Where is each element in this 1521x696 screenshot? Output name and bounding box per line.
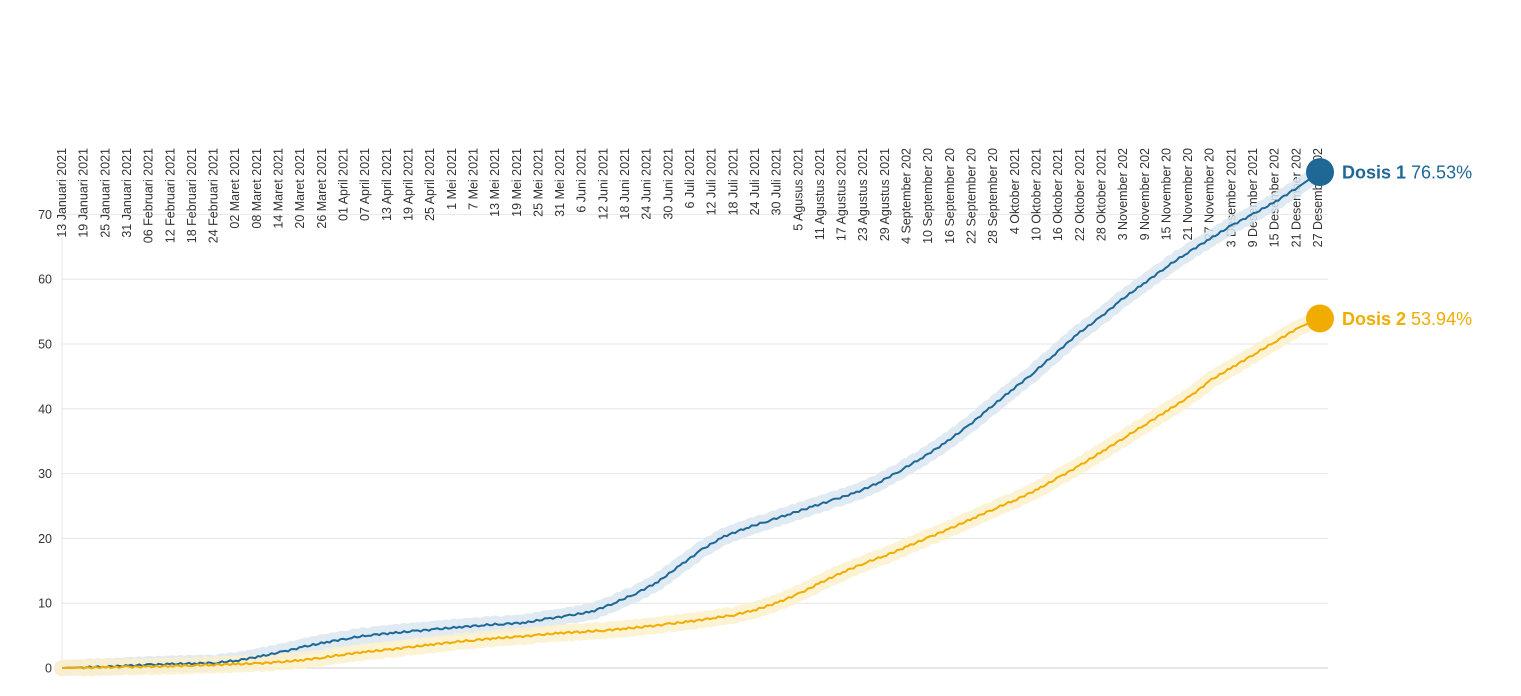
x-tick-label: 13 April 2021 [380,148,394,221]
x-tick-label: 22 September 20 [965,148,979,244]
x-tick-label: 30 Juli 2021 [770,148,784,215]
x-tick-label: 4 Oktober 2021 [1008,148,1022,234]
y-tick-label: 70 [38,208,52,222]
x-tick-label: 27 November 20 [1203,148,1217,240]
x-tick-label: 3 November 202 [1116,148,1130,240]
x-tick-label: 18 Februari 2021 [185,148,199,243]
x-tick-label: 22 Oktober 2021 [1073,148,1087,241]
x-tick-label: 07 April 2021 [358,148,372,221]
y-tick-label: 60 [38,273,52,287]
series-line-2 [62,317,1321,670]
series-end-value: 53.94% [1411,309,1472,329]
x-tick-label: 6 Juli 2021 [683,148,697,209]
x-tick-label: 10 Oktober 2021 [1029,148,1043,241]
x-tick-label: 24 Juli 2021 [748,148,762,215]
x-tick-label: 15 November 20 [1159,148,1173,240]
series-name: Dosis 2 [1342,309,1406,329]
series-end-markers: Dosis 1 76.53% Dosis 2 53.94% [1306,158,1472,333]
x-axis-ticks: 13 Januari 2021 19 Januari 2021 25 Januari… [55,148,1325,247]
x-tick-label: 18 Juli 2021 [726,148,740,215]
x-tick-label: 13 Januari 2021 [55,148,69,238]
x-tick-label: 19 Mei 2021 [510,148,524,217]
y-axis-ticks: 0 10 20 30 40 50 60 70 [38,208,52,676]
y-tick-label: 20 [38,532,52,546]
x-tick-label: 30 Juni 2021 [661,148,675,220]
x-tick-label: 25 April 2021 [423,148,437,221]
x-tick-label: 23 Agustus 2021 [856,148,870,241]
x-tick-label: 28 September 20 [986,148,1000,244]
x-tick-label: 28 Oktober 2021 [1094,148,1108,241]
series-band-2 [54,310,1328,677]
x-tick-label: 26 Maret 2021 [315,148,329,229]
x-tick-label: 25 Januari 2021 [98,148,112,238]
x-tick-label: 10 September 20 [921,148,935,244]
series-lines [61,171,1321,670]
x-tick-label: 02 Maret 2021 [228,148,242,229]
x-tick-label: 11 Agustus 2021 [813,148,827,240]
y-tick-label: 10 [38,597,52,611]
x-tick-label: 31 Januari 2021 [120,148,134,238]
x-tick-label: 1 Mei 2021 [445,148,459,210]
series-band-1 [54,164,1328,677]
x-tick-label: 19 April 2021 [401,148,415,221]
x-tick-label: 12 Juli 2021 [705,148,719,215]
x-tick-label: 24 Februari 2021 [207,148,221,243]
x-tick-label: 5 Agusus 2021 [791,148,805,231]
y-tick-label: 30 [38,467,52,481]
x-tick-label: 12 Juni 2021 [596,148,610,220]
x-tick-label: 24 Juni 2021 [640,148,654,220]
x-tick-label: 21 November 20 [1181,148,1195,240]
x-tick-label: 19 Januari 2021 [77,148,91,238]
y-gridlines [61,165,1328,669]
x-tick-label: 01 April 2021 [337,148,351,221]
y-tick-label: 0 [45,662,52,676]
series-end-label-1: Dosis 1 76.53% [1342,163,1472,183]
x-tick-label: 14 Maret 2021 [272,148,286,229]
series-end-marker-1 [1306,158,1334,187]
series-end-label-2: Dosis 2 53.94% [1342,309,1472,329]
y-tick-label: 40 [38,402,52,416]
series-end-marker-2 [1306,304,1334,333]
x-tick-label: 16 Oktober 2021 [1051,148,1065,241]
x-tick-label: 29 Agustus 2021 [878,148,892,241]
x-tick-label: 7 Mei 2021 [466,148,480,210]
series-name: Dosis 1 [1342,163,1406,183]
x-tick-label: 06 Februari 2021 [142,148,156,243]
x-tick-label: 12 Februari 2021 [163,148,177,243]
x-tick-label: 9 November 202 [1138,148,1152,240]
y-tick-label: 50 [38,338,52,352]
x-tick-label: 08 Maret 2021 [250,148,264,229]
x-tick-label: 18 Juni 2021 [618,148,632,220]
x-tick-label: 6 Juni 2021 [575,148,589,213]
x-tick-label: 16 September 20 [943,148,957,244]
x-tick-label: 4 September 202 [900,148,914,244]
x-tick-label: 20 Maret 2021 [293,148,307,229]
x-tick-label: 31 Mei 2021 [553,148,567,217]
series-line-1 [61,171,1321,670]
series-bands [54,164,1328,677]
x-tick-label: 17 Agustus 2021 [835,148,849,241]
x-tick-label: 25 Mei 2021 [531,148,545,217]
x-tick-label: 13 Mei 2021 [488,148,502,217]
series-end-value: 76.53% [1411,163,1472,183]
x-tick-label: 9 Desember 2021 [1246,148,1260,247]
